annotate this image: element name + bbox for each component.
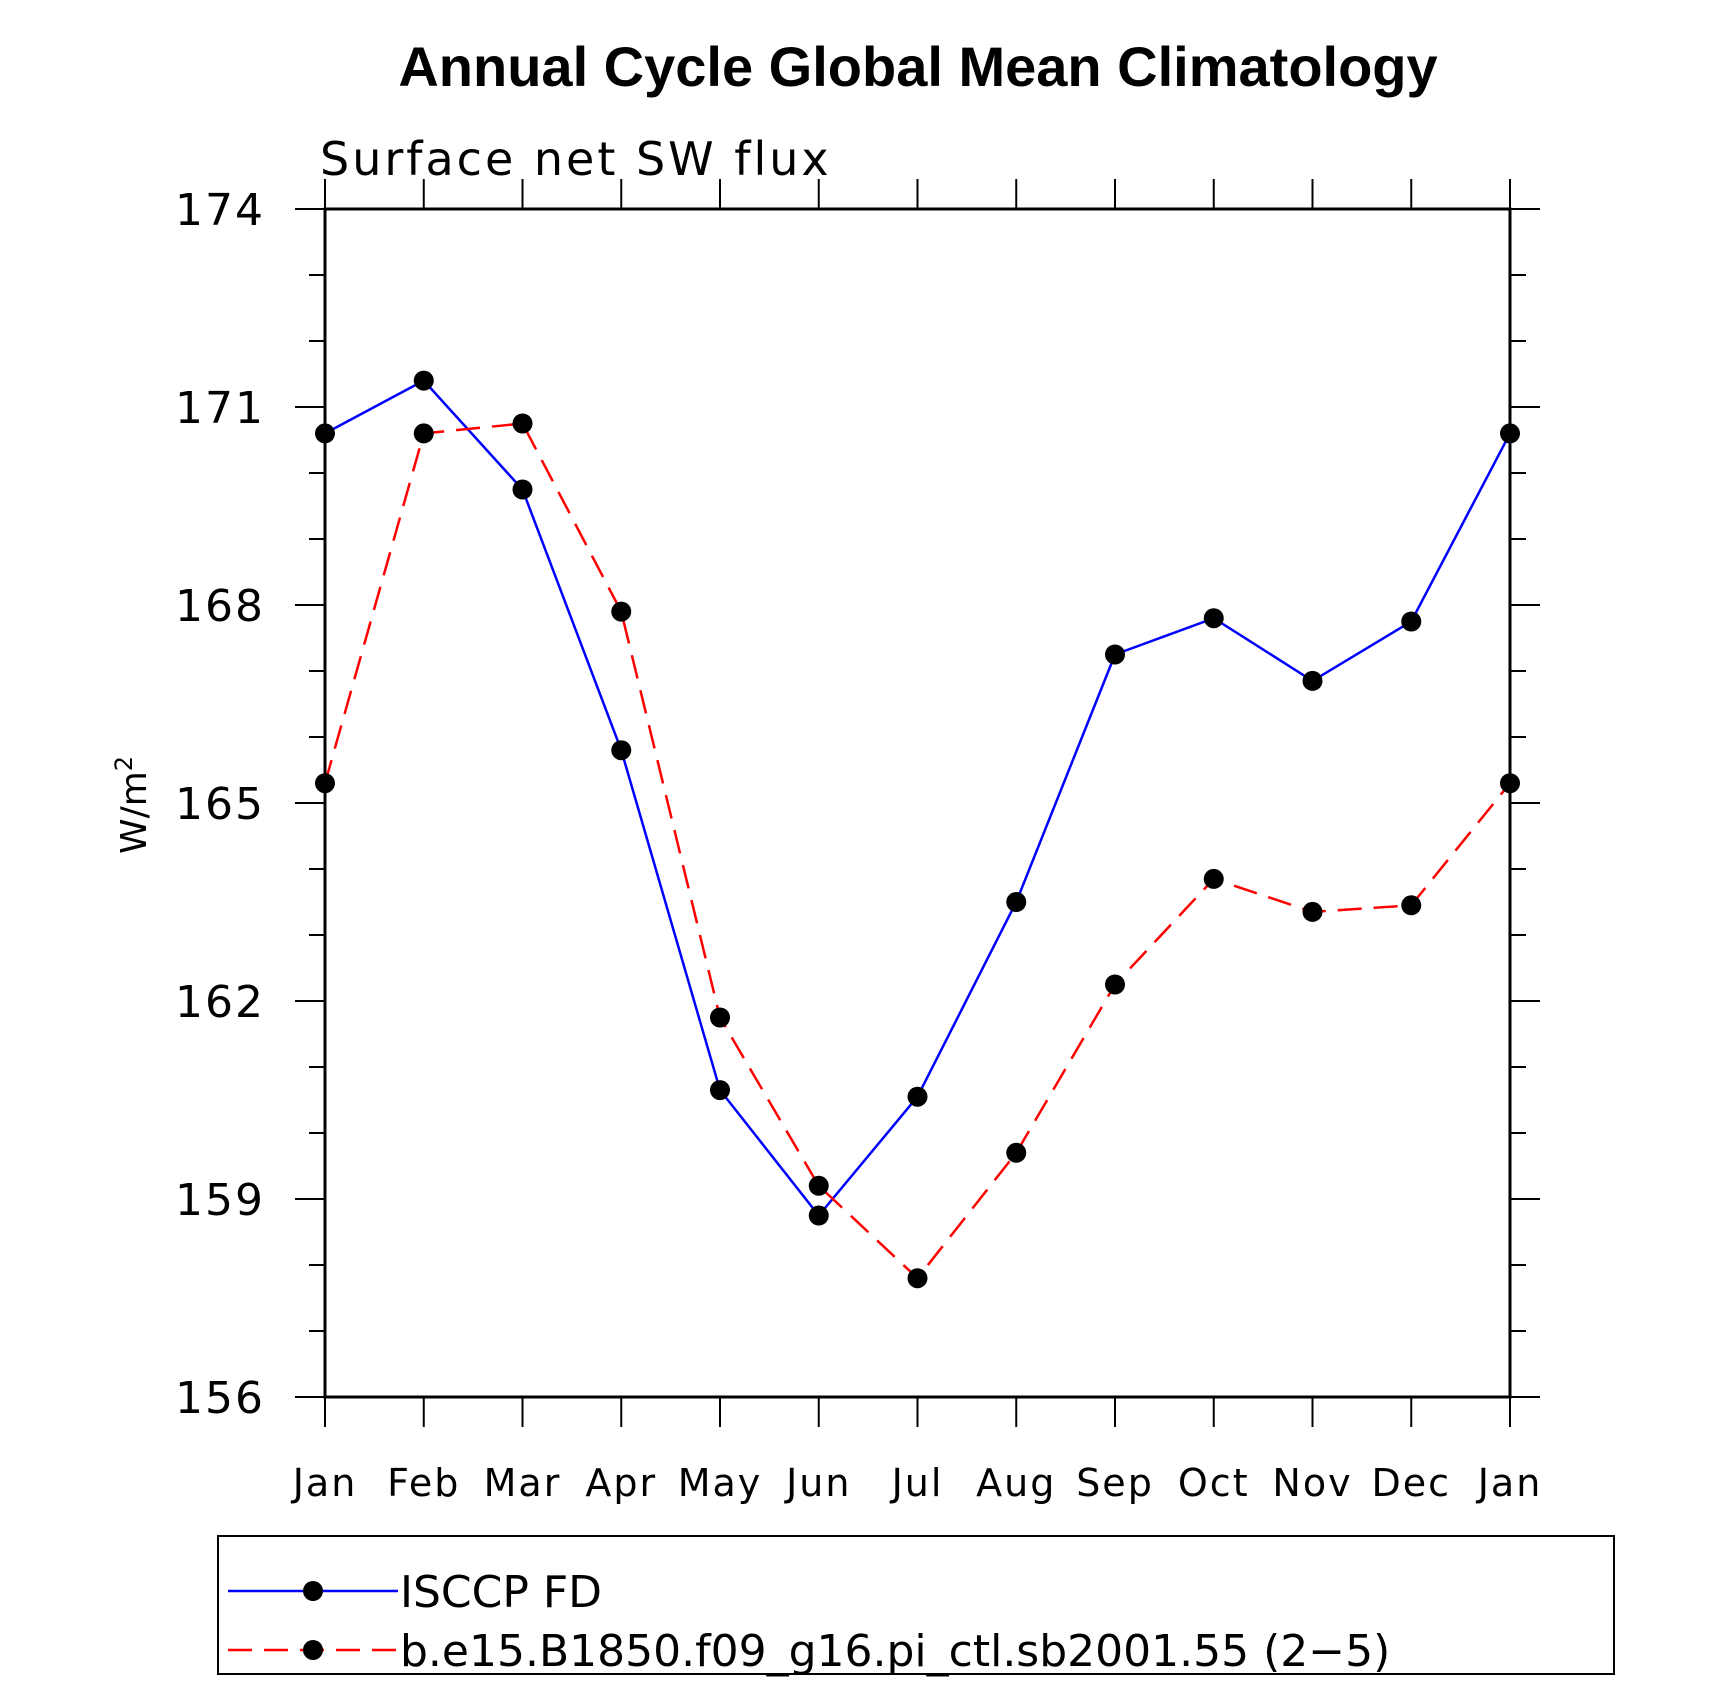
x-tick-label: Feb <box>387 1461 460 1505</box>
x-tick-label: Jan <box>291 1461 358 1505</box>
series-1-point <box>611 740 632 761</box>
series-2-point <box>710 1007 730 1028</box>
y-axis-label-base: W/m <box>114 771 155 854</box>
x-tick-label: Nov <box>1272 1461 1352 1505</box>
y-tick-label: 159 <box>175 1175 265 1226</box>
x-tick-label: Mar <box>484 1461 562 1505</box>
series-1-point <box>1105 644 1125 665</box>
series-2-point <box>1302 901 1323 922</box>
y-axis-label: W/m2 <box>110 756 155 854</box>
x-tick-label: May <box>678 1461 763 1505</box>
x-tick-label: Oct <box>1178 1461 1250 1505</box>
legend-marker-2 <box>303 1640 323 1660</box>
y-tick-label: 171 <box>175 383 265 434</box>
series-2-point <box>1401 895 1422 916</box>
series-1-point <box>907 1086 928 1107</box>
series-layer <box>315 370 1520 1289</box>
x-tick-label: Dec <box>1371 1461 1451 1505</box>
series-1-point <box>1401 611 1422 632</box>
y-axis-label-superscript: 2 <box>110 756 138 771</box>
series-2-point <box>808 1175 829 1196</box>
series-1-point <box>512 479 533 500</box>
legend: ISCCP FD b.e15.B1850.f09_g16.pi_ctl.sb200… <box>228 1567 1390 1677</box>
x-tick-label: Apr <box>585 1461 657 1505</box>
legend-label-1: ISCCP FD <box>400 1567 602 1618</box>
series-2-point <box>512 413 533 434</box>
series-2-point <box>611 601 632 622</box>
series-1-point <box>315 423 335 444</box>
series-2-point <box>1500 773 1520 794</box>
series-1-point <box>1203 608 1224 629</box>
series-1-point <box>1006 892 1027 912</box>
x-tick-label: Jan <box>1476 1461 1543 1505</box>
series-1-point <box>413 370 434 391</box>
y-axis-ticks: 156 159 162 165 168 171 174 <box>175 185 1540 1424</box>
y-tick-label: 156 <box>175 1373 265 1424</box>
series-2-point <box>315 773 335 794</box>
series-line-2 <box>323 422 1511 1281</box>
chart-subtitle: Surface net SW flux <box>320 132 832 186</box>
y-tick-label: 162 <box>175 977 265 1028</box>
series-2-point <box>907 1268 928 1289</box>
y-tick-label: 168 <box>175 581 265 632</box>
x-axis-ticks: Jan Feb Mar Apr May Jun Jul Aug Sep Oct Nov Dec Jan <box>291 179 1543 1505</box>
series-2-point <box>1203 868 1224 889</box>
y-tick-label: 174 <box>175 185 265 236</box>
y-tick-label: 165 <box>175 779 265 830</box>
legend-marker-1 <box>303 1581 323 1601</box>
legend-label-2: b.e15.B1850.f09_g16.pi_ctl.sb2001.55 (2−… <box>400 1626 1390 1677</box>
series-2-point <box>1105 974 1125 995</box>
plot-frame <box>323 207 1512 1399</box>
series-2-point <box>413 423 434 444</box>
x-tick-label: Aug <box>976 1461 1056 1505</box>
series-1-point <box>1500 423 1520 444</box>
series-1-point <box>808 1205 829 1226</box>
x-tick-label: Sep <box>1076 1461 1154 1505</box>
legend-box <box>217 1535 1615 1675</box>
x-tick-label: Jul <box>890 1461 944 1505</box>
series-1-point <box>1302 670 1323 691</box>
series-2-point <box>1006 1142 1027 1163</box>
x-tick-label: Jun <box>784 1461 851 1505</box>
series-1-point <box>710 1080 730 1101</box>
chart-title: Annual Cycle Global Mean Climatology <box>398 35 1437 98</box>
